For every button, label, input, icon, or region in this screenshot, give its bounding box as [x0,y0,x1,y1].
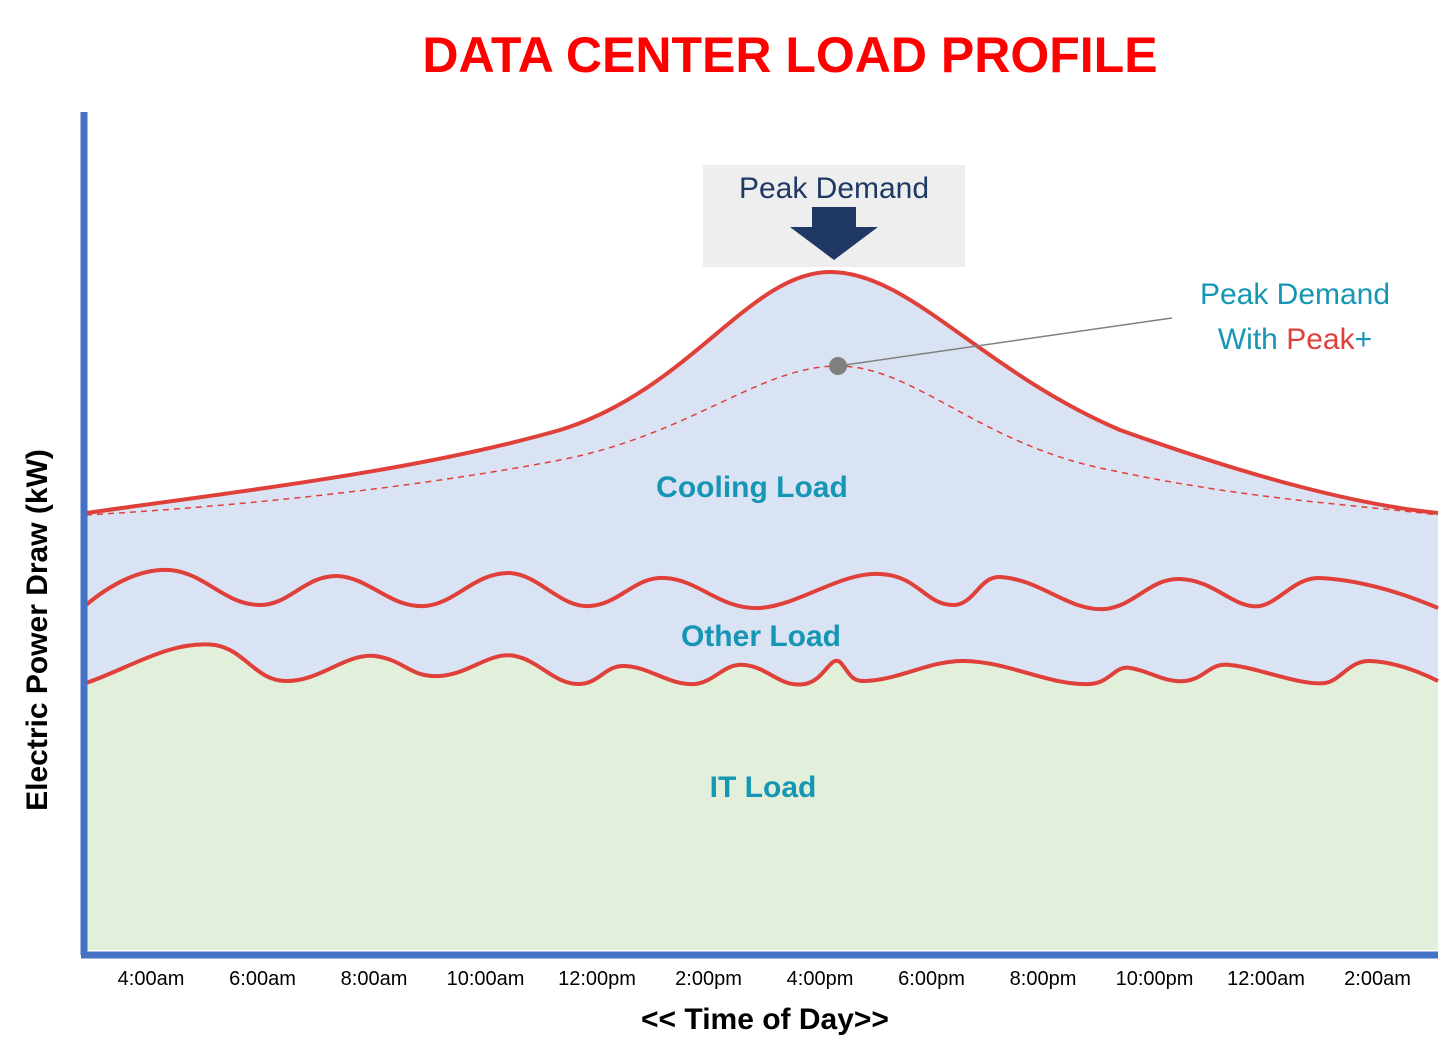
x-tick-label: 10:00pm [1116,968,1194,990]
x-tick-label: 10:00am [447,968,525,990]
peak-plus-label-line1: Peak Demand [1200,278,1390,311]
it-load-curve [85,642,1439,687]
chart-title: DATA CENTER LOAD PROFILE [422,27,1157,83]
peak-plus-brand-plus: + [1355,323,1373,356]
peak-demand-label: Peak Demand [739,172,929,205]
x-tick-label: 12:00am [1227,968,1305,990]
other-load-curve [84,567,1439,612]
peak-plus-label-prefix: With [1218,323,1286,356]
x-tick-labels: 4:00am 6:00am 8:00am 10:00am 12:00pm 2:00pm 4:… [118,968,1411,990]
x-tick-label: 2:00am [1344,968,1411,990]
peak-demand-curve [85,269,1439,515]
x-tick-label: 2:00pm [675,968,742,990]
x-tick-label: 4:00am [118,968,185,990]
x-tick-label: 6:00am [229,968,296,990]
peak-plus-marker [829,357,847,375]
region-label-it: IT Load [710,771,817,804]
region-label-cooling: Cooling Load [656,471,848,504]
peak-plus-leader-line [837,317,1173,367]
x-tick-label: 4:00pm [787,968,854,990]
x-tick-label: 12:00pm [558,968,636,990]
x-tick-label: 8:00am [341,968,408,990]
it-load-area [86,644,1438,950]
x-tick-label: 6:00pm [898,968,965,990]
x-axis-title: << Time of Day>> [641,1003,889,1036]
down-arrow-icon [790,207,878,260]
peak-plus-brand-peak: Peak [1286,323,1355,356]
peak-plus-label-line2: With Peak+ [1218,323,1372,356]
region-label-other: Other Load [681,620,841,653]
x-tick-label: 8:00pm [1010,968,1077,990]
peak-plus-curve [85,365,1439,516]
y-axis-title: Electric Power Draw (kW) [21,449,54,811]
